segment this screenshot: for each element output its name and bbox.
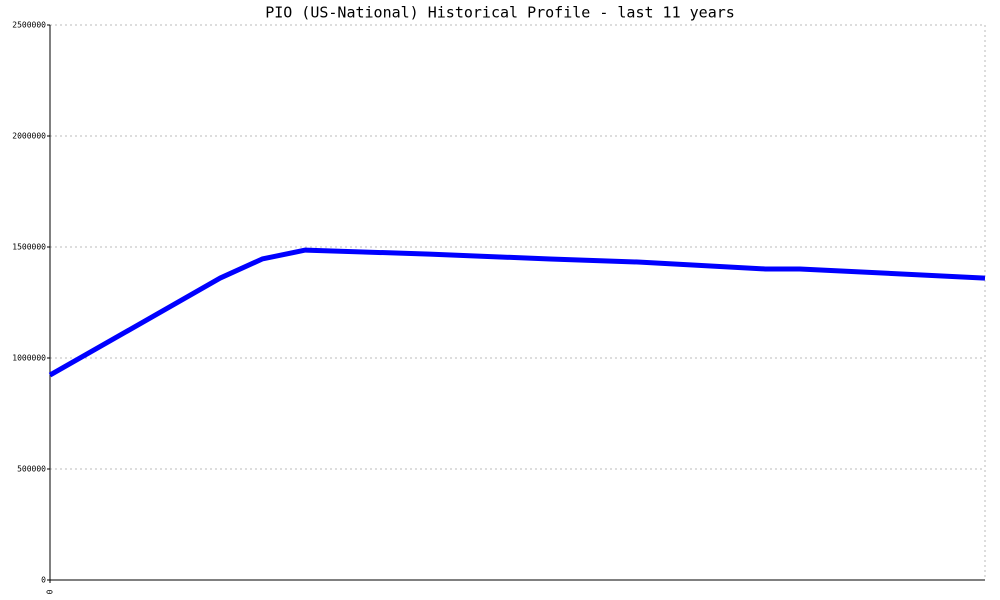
y-tick-label: 1000000 bbox=[12, 354, 46, 363]
y-tick-label: 0 bbox=[41, 576, 46, 585]
data-line bbox=[48, 247, 986, 378]
y-tick-label: 500000 bbox=[17, 465, 46, 474]
y-tick-label: 2000000 bbox=[12, 132, 46, 141]
chart-title: PIO (US-National) Historical Profile - l… bbox=[265, 4, 735, 22]
x-tick-label: 0 bbox=[46, 589, 55, 594]
y-tick-label: 1500000 bbox=[12, 243, 46, 252]
y-tick-label: 2500000 bbox=[12, 21, 46, 30]
